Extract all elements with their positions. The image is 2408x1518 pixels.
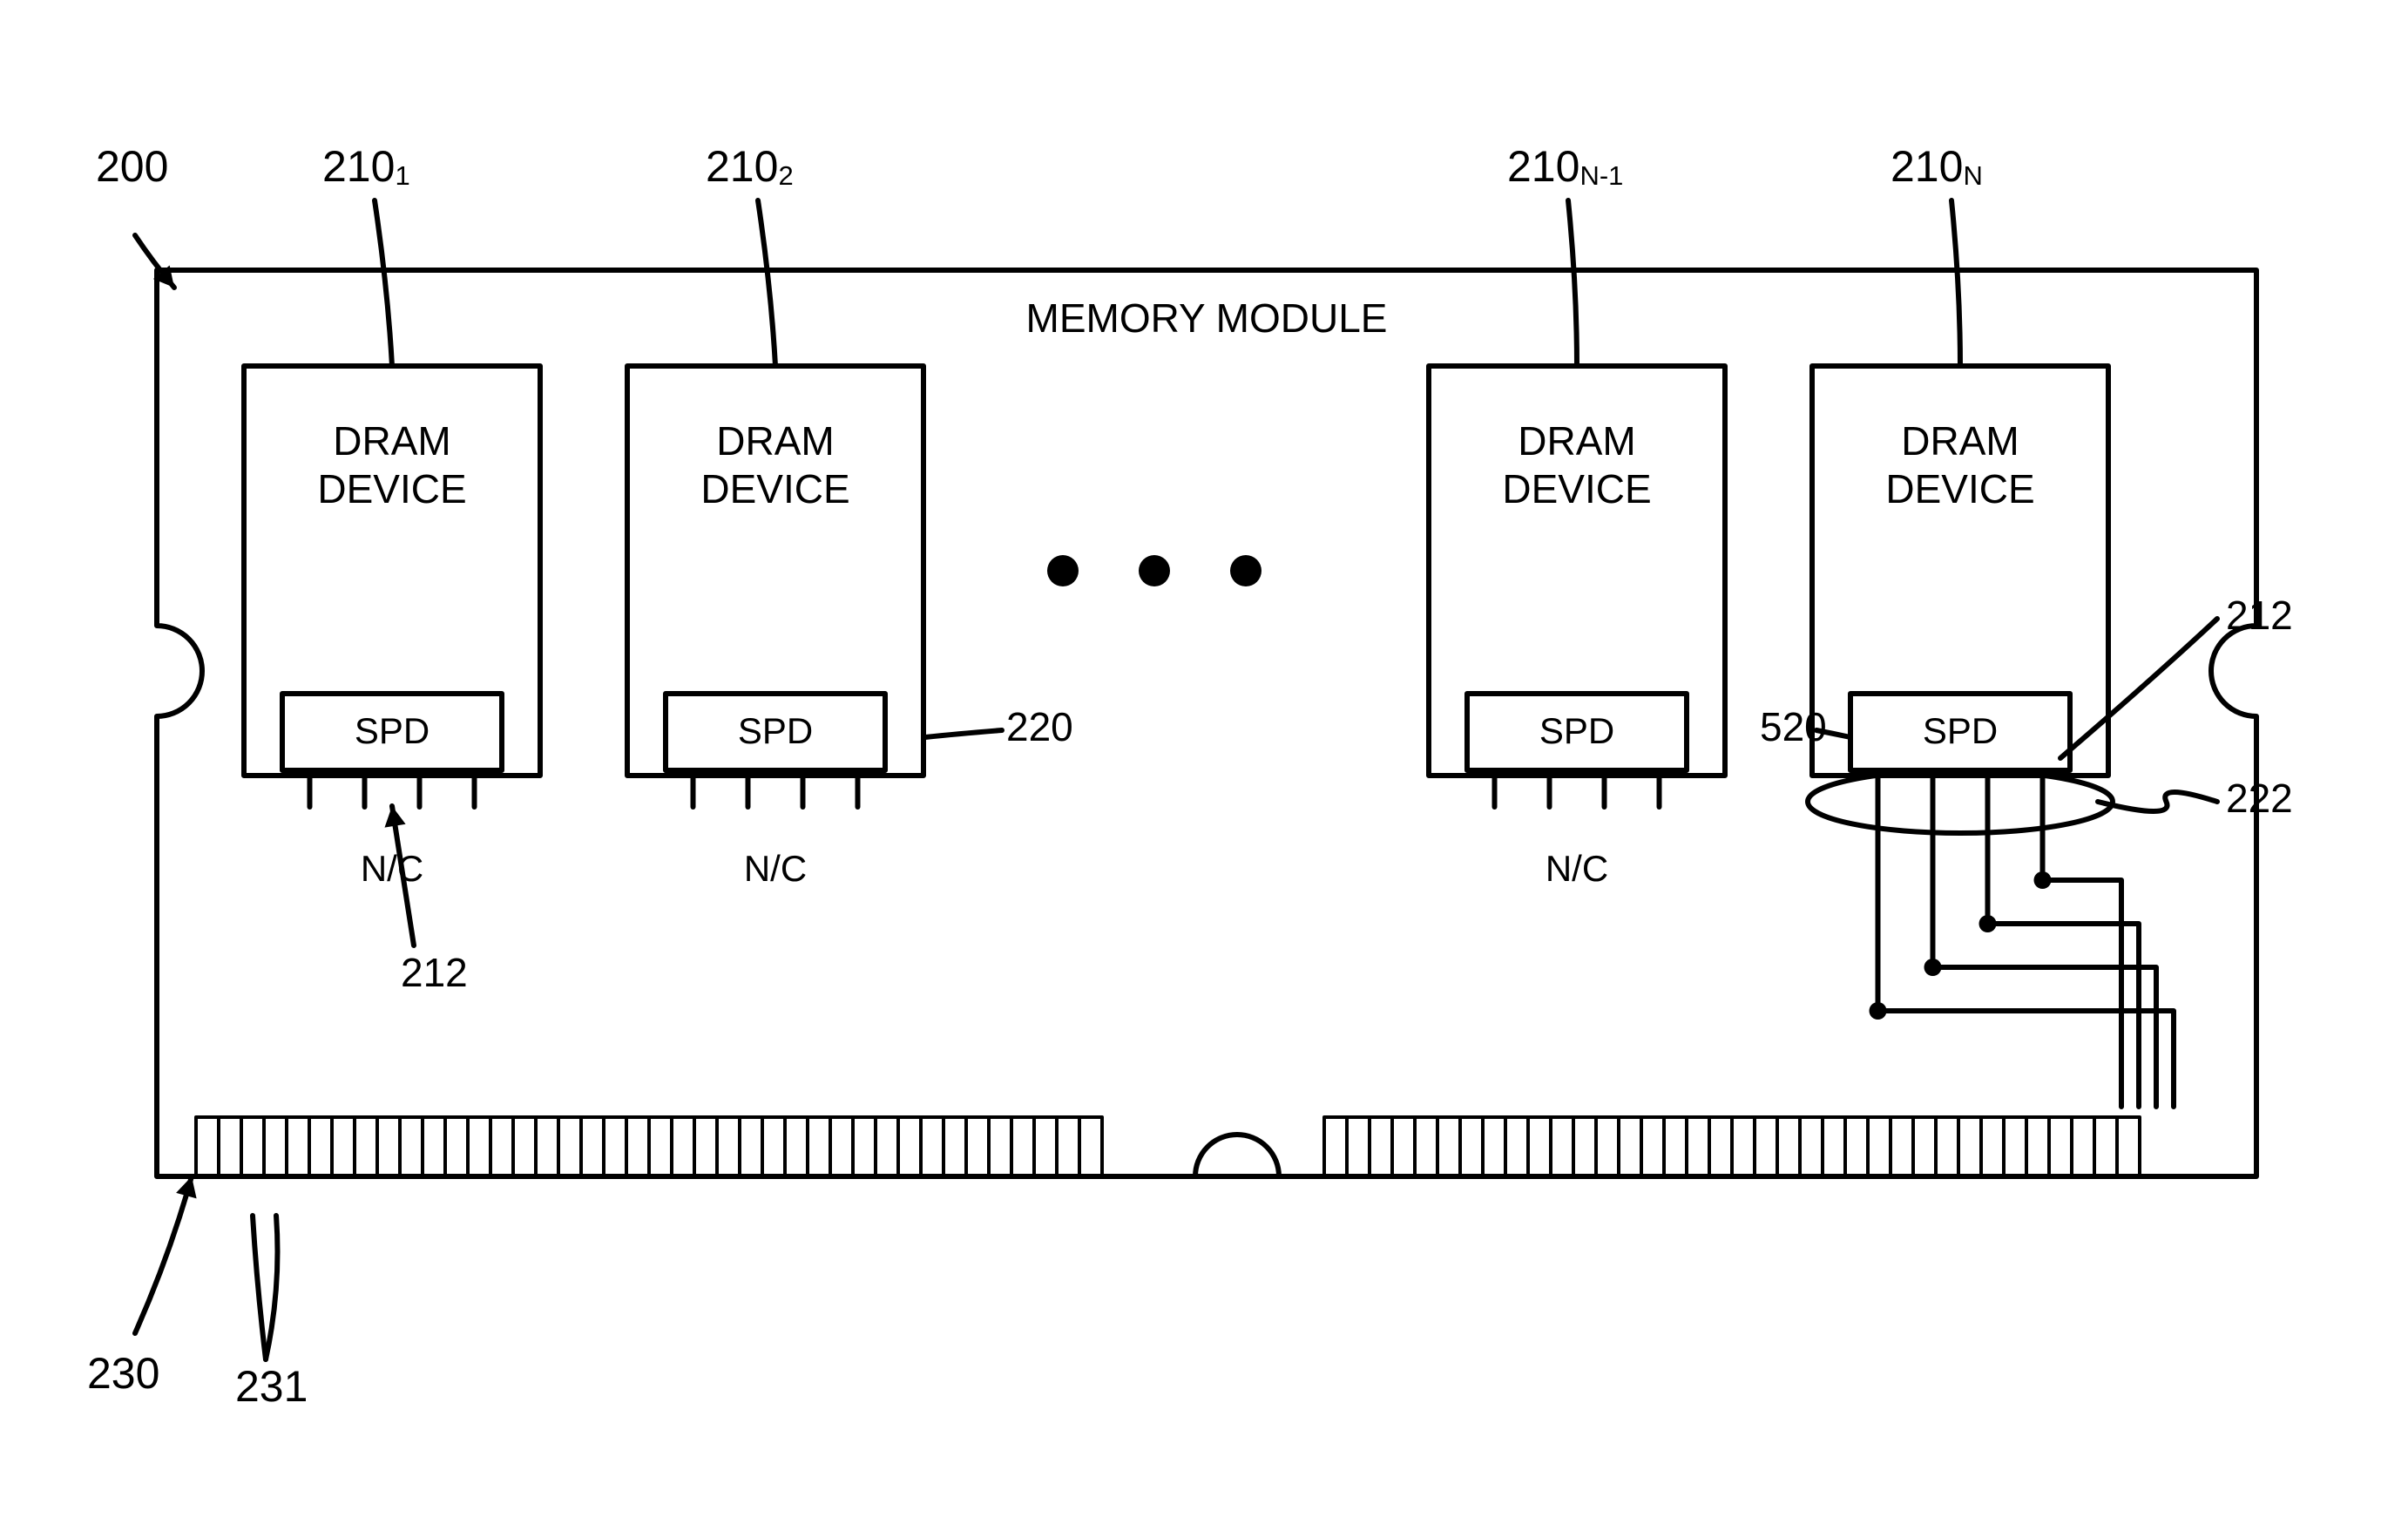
ellipsis-dots xyxy=(1047,555,1261,586)
spd-label: SPD xyxy=(1539,710,1614,751)
ref-210-N: 210N xyxy=(1891,142,1983,366)
dram-device-4: DRAMDEVICE SPD xyxy=(1808,366,2174,1107)
spd-label: SPD xyxy=(1923,710,1998,751)
ref-231: 231 xyxy=(235,1216,308,1411)
module-title: MEMORY MODULE xyxy=(1026,295,1388,341)
svg-text:DEVICE: DEVICE xyxy=(317,466,466,512)
ref-520: 520 xyxy=(1760,704,1850,749)
ref-230: 230 xyxy=(87,1176,197,1398)
svg-text:520: 520 xyxy=(1760,704,1827,749)
dram-device-3: DRAMDEVICE SPD N/C xyxy=(1429,366,1725,889)
dram-devices: DRAMDEVICESPDN/CDRAMDEVICESPDN/CDRAMDEVI… xyxy=(244,366,2174,1107)
dram-device-2: DRAMDEVICE SPD N/C xyxy=(627,366,923,889)
svg-text:220: 220 xyxy=(1006,704,1073,749)
pin-group-ellipse xyxy=(1808,770,2113,833)
memory-module-diagram: MEMORY MODULEDRAMDEVICESPDN/CDRAMDEVICES… xyxy=(87,142,2293,1411)
svg-text:210N-1: 210N-1 xyxy=(1507,142,1623,191)
svg-text:DEVICE: DEVICE xyxy=(700,466,849,512)
nc-label: N/C xyxy=(744,848,807,889)
svg-text:230: 230 xyxy=(87,1349,159,1398)
spd-label: SPD xyxy=(355,710,430,751)
svg-text:DRAM: DRAM xyxy=(1901,418,2019,464)
ref-212: 212 xyxy=(384,806,467,995)
nc-label: N/C xyxy=(1546,848,1608,889)
svg-text:DRAM: DRAM xyxy=(1518,418,1635,464)
svg-text:212: 212 xyxy=(2226,593,2293,638)
svg-text:2101: 2101 xyxy=(322,142,410,191)
svg-text:212: 212 xyxy=(401,950,468,995)
svg-text:222: 222 xyxy=(2226,776,2293,821)
ref-200: 200 xyxy=(96,142,174,288)
svg-text:DEVICE: DEVICE xyxy=(1885,466,2034,512)
ref-210-N-1: 210N-1 xyxy=(1507,142,1623,366)
svg-text:DRAM: DRAM xyxy=(333,418,450,464)
svg-text:200: 200 xyxy=(96,142,168,191)
svg-text:DEVICE: DEVICE xyxy=(1502,466,1651,512)
svg-text:DRAM: DRAM xyxy=(716,418,834,464)
svg-text:2102: 2102 xyxy=(706,142,794,191)
ref-210-1: 2101 xyxy=(322,142,410,366)
nc-label: N/C xyxy=(361,848,423,889)
edge-connector xyxy=(196,1117,2140,1176)
spd-label: SPD xyxy=(738,710,813,751)
ref-210-2: 2102 xyxy=(706,142,794,366)
spd-routing xyxy=(1808,770,2174,1107)
svg-text:231: 231 xyxy=(235,1362,308,1411)
ref-222: 222 xyxy=(2098,776,2293,821)
svg-text:210N: 210N xyxy=(1891,142,1983,191)
ref-220: 220 xyxy=(925,704,1073,749)
